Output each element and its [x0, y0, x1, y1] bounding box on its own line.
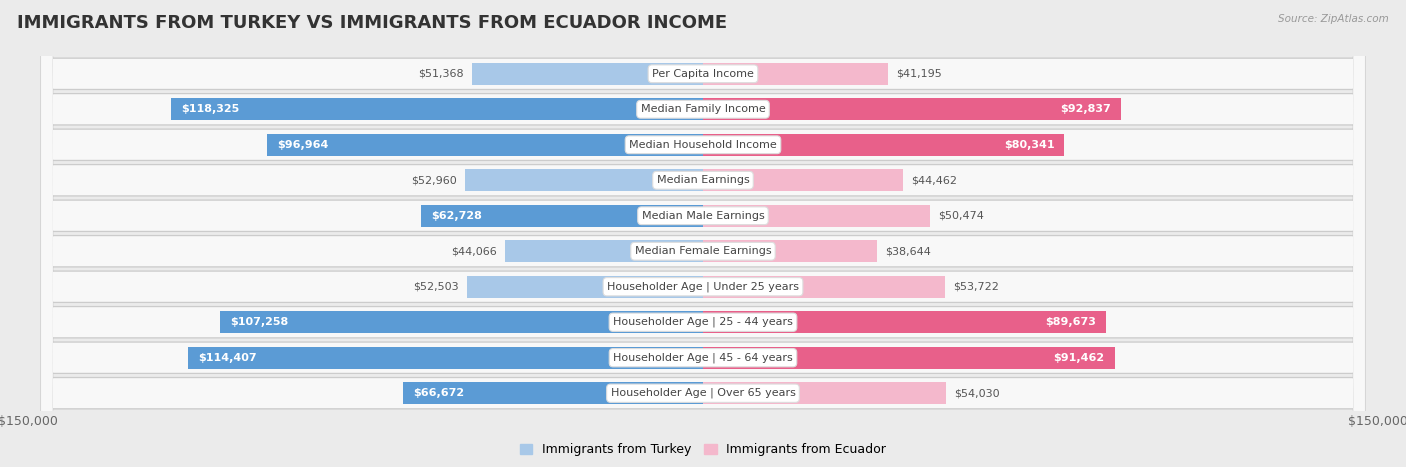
Text: $54,030: $54,030: [955, 388, 1000, 398]
Bar: [703, 347, 1115, 369]
Text: Householder Age | Under 25 years: Householder Age | Under 25 years: [607, 282, 799, 292]
Text: Median Earnings: Median Earnings: [657, 175, 749, 185]
Text: $53,722: $53,722: [953, 282, 998, 292]
Text: Median Family Income: Median Family Income: [641, 104, 765, 114]
Bar: [267, 134, 703, 156]
Text: $38,644: $38,644: [884, 246, 931, 256]
Text: $96,964: $96,964: [277, 140, 328, 150]
FancyBboxPatch shape: [42, 0, 1364, 467]
FancyBboxPatch shape: [42, 0, 1364, 467]
Bar: [465, 169, 703, 191]
Text: Per Capita Income: Per Capita Income: [652, 69, 754, 79]
Bar: [703, 382, 946, 404]
Bar: [505, 240, 703, 262]
Text: $66,672: $66,672: [413, 388, 464, 398]
Bar: [188, 347, 703, 369]
Text: $92,837: $92,837: [1060, 104, 1111, 114]
Text: $89,673: $89,673: [1046, 317, 1097, 327]
Bar: [703, 134, 1064, 156]
Text: $41,195: $41,195: [897, 69, 942, 79]
Text: Source: ZipAtlas.com: Source: ZipAtlas.com: [1278, 14, 1389, 24]
Bar: [703, 63, 889, 85]
Text: Median Male Earnings: Median Male Earnings: [641, 211, 765, 221]
Bar: [703, 276, 945, 298]
FancyBboxPatch shape: [42, 0, 1364, 467]
FancyBboxPatch shape: [42, 0, 1364, 467]
Text: $50,474: $50,474: [938, 211, 984, 221]
FancyBboxPatch shape: [42, 0, 1364, 467]
Text: $51,368: $51,368: [418, 69, 464, 79]
Bar: [221, 311, 703, 333]
FancyBboxPatch shape: [42, 0, 1364, 467]
Text: Householder Age | Over 65 years: Householder Age | Over 65 years: [610, 388, 796, 398]
FancyBboxPatch shape: [42, 0, 1364, 467]
Text: $91,462: $91,462: [1053, 353, 1104, 363]
FancyBboxPatch shape: [42, 0, 1364, 467]
Text: $114,407: $114,407: [198, 353, 257, 363]
Text: $52,503: $52,503: [413, 282, 458, 292]
Bar: [467, 276, 703, 298]
Bar: [703, 98, 1121, 120]
FancyBboxPatch shape: [42, 0, 1364, 467]
Text: $52,960: $52,960: [411, 175, 457, 185]
Text: $44,462: $44,462: [911, 175, 957, 185]
FancyBboxPatch shape: [42, 0, 1364, 467]
Legend: Immigrants from Turkey, Immigrants from Ecuador: Immigrants from Turkey, Immigrants from …: [515, 439, 891, 461]
FancyBboxPatch shape: [42, 0, 1364, 467]
FancyBboxPatch shape: [42, 0, 1364, 467]
Bar: [472, 63, 703, 85]
Bar: [703, 169, 903, 191]
Bar: [703, 311, 1107, 333]
Text: $107,258: $107,258: [231, 317, 288, 327]
Text: Householder Age | 25 - 44 years: Householder Age | 25 - 44 years: [613, 317, 793, 327]
Text: $118,325: $118,325: [181, 104, 239, 114]
Bar: [703, 240, 877, 262]
Text: Median Household Income: Median Household Income: [628, 140, 778, 150]
FancyBboxPatch shape: [42, 0, 1364, 467]
FancyBboxPatch shape: [42, 0, 1364, 467]
Bar: [703, 205, 931, 227]
Text: $80,341: $80,341: [1004, 140, 1054, 150]
Bar: [420, 205, 703, 227]
Bar: [170, 98, 703, 120]
FancyBboxPatch shape: [42, 0, 1364, 467]
Text: Householder Age | 45 - 64 years: Householder Age | 45 - 64 years: [613, 353, 793, 363]
Bar: [404, 382, 703, 404]
Text: $44,066: $44,066: [451, 246, 496, 256]
FancyBboxPatch shape: [42, 0, 1364, 467]
FancyBboxPatch shape: [42, 0, 1364, 467]
Text: $62,728: $62,728: [430, 211, 482, 221]
Text: Median Female Earnings: Median Female Earnings: [634, 246, 772, 256]
FancyBboxPatch shape: [42, 0, 1364, 467]
FancyBboxPatch shape: [42, 0, 1364, 467]
FancyBboxPatch shape: [42, 0, 1364, 467]
Text: IMMIGRANTS FROM TURKEY VS IMMIGRANTS FROM ECUADOR INCOME: IMMIGRANTS FROM TURKEY VS IMMIGRANTS FRO…: [17, 14, 727, 32]
